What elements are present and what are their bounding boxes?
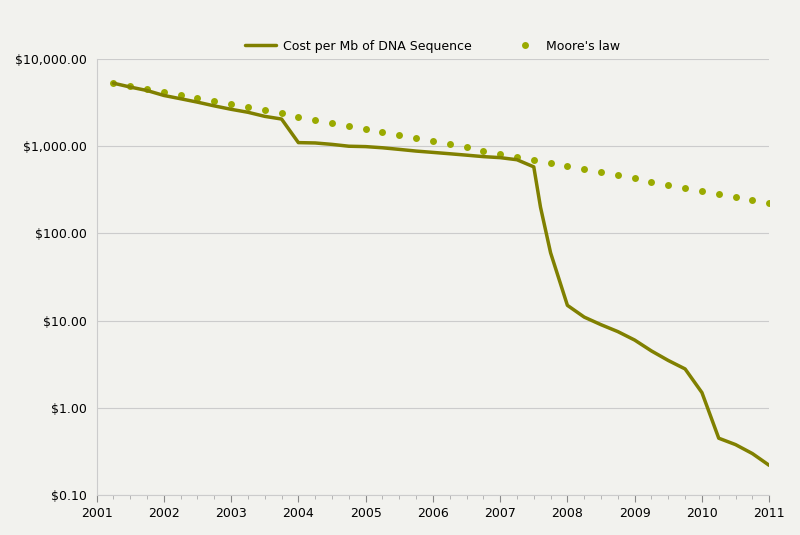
Cost per Mb of DNA Sequence xyxy=(697,389,706,396)
Moore's law xyxy=(495,150,505,157)
Moore's law xyxy=(378,129,387,135)
Moore's law xyxy=(764,200,774,207)
Cost per Mb of DNA Sequence xyxy=(226,106,236,112)
Cost per Mb of DNA Sequence xyxy=(310,140,320,146)
Moore's law xyxy=(697,187,706,194)
Moore's law xyxy=(310,117,320,123)
Moore's law xyxy=(747,197,757,203)
Moore's law xyxy=(243,104,253,110)
Cost per Mb of DNA Sequence xyxy=(210,103,219,109)
Moore's law xyxy=(226,101,236,108)
Moore's law xyxy=(646,178,656,185)
Cost per Mb of DNA Sequence xyxy=(243,109,253,116)
Moore's law xyxy=(445,141,454,148)
Cost per Mb of DNA Sequence xyxy=(714,435,723,441)
Moore's law xyxy=(596,169,606,175)
Cost per Mb of DNA Sequence xyxy=(277,116,286,122)
Cost per Mb of DNA Sequence xyxy=(562,302,572,309)
Cost per Mb of DNA Sequence xyxy=(193,99,202,105)
Legend: Cost per Mb of DNA Sequence, Moore's law: Cost per Mb of DNA Sequence, Moore's law xyxy=(240,35,626,58)
Moore's law xyxy=(126,83,135,89)
Cost per Mb of DNA Sequence xyxy=(411,148,421,154)
Moore's law xyxy=(462,144,471,151)
Moore's law xyxy=(159,89,169,95)
Cost per Mb of DNA Sequence xyxy=(142,87,152,94)
Moore's law xyxy=(260,107,270,113)
Moore's law xyxy=(730,194,740,200)
Moore's law xyxy=(394,132,404,139)
Moore's law xyxy=(613,172,622,179)
Cost per Mb of DNA Sequence xyxy=(445,150,454,157)
Moore's law xyxy=(277,110,286,117)
Cost per Mb of DNA Sequence xyxy=(260,113,270,119)
Cost per Mb of DNA Sequence xyxy=(344,143,354,149)
Moore's law xyxy=(294,113,303,120)
Cost per Mb of DNA Sequence xyxy=(394,146,404,152)
Moore's law xyxy=(176,91,186,98)
Line: Cost per Mb of DNA Sequence: Cost per Mb of DNA Sequence xyxy=(114,83,769,465)
Moore's law xyxy=(579,166,589,172)
Cost per Mb of DNA Sequence xyxy=(159,92,169,98)
Moore's law xyxy=(428,138,438,144)
Cost per Mb of DNA Sequence xyxy=(579,314,589,320)
Moore's law xyxy=(109,80,118,86)
Cost per Mb of DNA Sequence xyxy=(546,250,555,256)
Cost per Mb of DNA Sequence xyxy=(730,441,740,448)
Cost per Mb of DNA Sequence xyxy=(294,140,303,146)
Moore's law xyxy=(562,163,572,169)
Cost per Mb of DNA Sequence xyxy=(630,337,639,343)
Cost per Mb of DNA Sequence xyxy=(361,143,370,150)
Cost per Mb of DNA Sequence xyxy=(613,328,622,335)
Cost per Mb of DNA Sequence xyxy=(462,152,471,158)
Moore's law xyxy=(142,86,152,92)
Cost per Mb of DNA Sequence xyxy=(495,155,505,161)
Moore's law xyxy=(546,160,555,166)
Cost per Mb of DNA Sequence xyxy=(663,357,673,364)
Cost per Mb of DNA Sequence xyxy=(428,149,438,156)
Moore's law xyxy=(680,185,690,191)
Line: Moore's law: Moore's law xyxy=(110,80,773,207)
Moore's law xyxy=(411,135,421,141)
Cost per Mb of DNA Sequence xyxy=(512,157,522,163)
Cost per Mb of DNA Sequence xyxy=(747,450,757,457)
Cost per Mb of DNA Sequence xyxy=(680,366,690,372)
Cost per Mb of DNA Sequence xyxy=(529,164,538,170)
Cost per Mb of DNA Sequence xyxy=(176,96,186,102)
Moore's law xyxy=(361,126,370,132)
Cost per Mb of DNA Sequence xyxy=(764,462,774,469)
Moore's law xyxy=(529,157,538,163)
Moore's law xyxy=(344,123,354,129)
Cost per Mb of DNA Sequence xyxy=(646,348,656,354)
Cost per Mb of DNA Sequence xyxy=(109,80,118,86)
Cost per Mb of DNA Sequence xyxy=(327,141,337,148)
Moore's law xyxy=(512,154,522,160)
Cost per Mb of DNA Sequence xyxy=(536,204,546,210)
Moore's law xyxy=(327,119,337,126)
Moore's law xyxy=(193,95,202,101)
Moore's law xyxy=(630,175,639,181)
Moore's law xyxy=(478,147,488,154)
Moore's law xyxy=(210,98,219,104)
Moore's law xyxy=(714,190,723,197)
Cost per Mb of DNA Sequence xyxy=(126,84,135,90)
Cost per Mb of DNA Sequence xyxy=(378,144,387,151)
Cost per Mb of DNA Sequence xyxy=(596,322,606,328)
Cost per Mb of DNA Sequence xyxy=(478,154,488,160)
Moore's law xyxy=(663,181,673,188)
